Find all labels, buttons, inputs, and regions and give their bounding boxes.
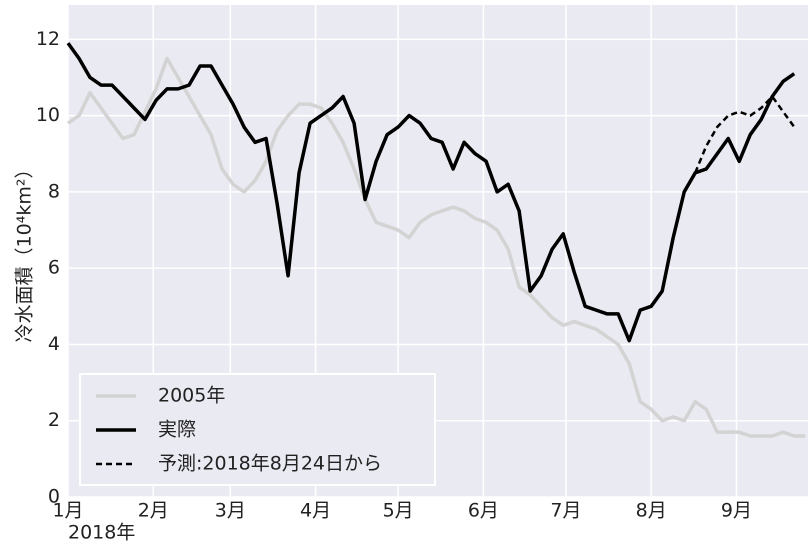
y-tick-label: 6	[48, 257, 60, 279]
series-line	[694, 95, 796, 174]
x-tick-label: 1月	[52, 500, 83, 522]
legend-label: 2005年	[158, 385, 225, 407]
y-tick-label: 4	[48, 333, 60, 355]
y-tick-label: 8	[48, 180, 60, 202]
series-line	[67, 56, 806, 438]
x-tick-label: 6月	[468, 500, 499, 522]
x-offset-label: 2018年	[68, 522, 135, 544]
y-tick-label: 0	[48, 486, 60, 508]
x-tick-label: 2月	[138, 500, 169, 522]
y-axis-label: 冷水面積（10⁴km²）	[14, 160, 36, 343]
x-tick-label: 7月	[550, 500, 581, 522]
y-tick-label: 10	[36, 104, 60, 126]
x-tick-label: 3月	[215, 500, 246, 522]
x-tick-label: 5月	[383, 500, 414, 522]
legend-label: 予測:2018年8月24日から	[158, 453, 382, 475]
legend-label: 実際	[158, 419, 196, 441]
y-tick-label: 2	[48, 409, 60, 431]
x-tick-label: 8月	[636, 500, 667, 522]
series-line	[66, 42, 796, 343]
x-tick-label: 9月	[721, 500, 752, 522]
legend-box	[79, 373, 436, 486]
y-tick-label: 12	[36, 28, 60, 50]
x-tick-label: 4月	[300, 500, 331, 522]
